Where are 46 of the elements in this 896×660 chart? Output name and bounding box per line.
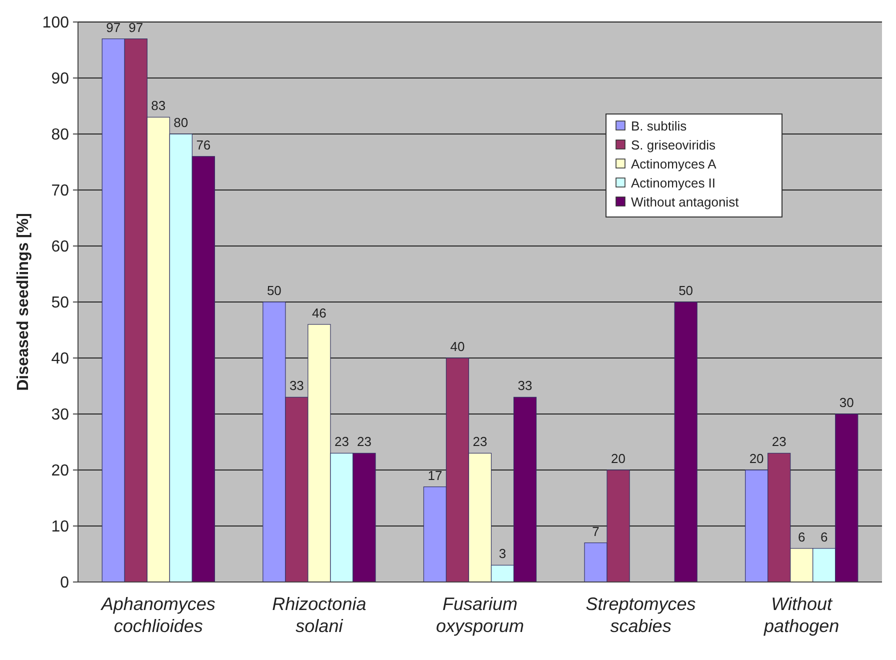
data-label: 6	[798, 529, 806, 544]
data-label: 50	[266, 283, 282, 298]
data-label: 33	[289, 378, 304, 394]
data-label: 97	[128, 20, 144, 35]
data-label: 80	[174, 115, 188, 130]
data-label: 23	[472, 434, 488, 450]
data-label: 97	[106, 20, 121, 35]
data-label: 46	[312, 305, 326, 320]
legend-label: Actinomyces A	[631, 156, 717, 172]
y-tick-label: 30	[51, 406, 70, 424]
data-label: 30	[839, 395, 854, 410]
data-label: 76	[196, 137, 211, 152]
x-tick-label: Without pathogen	[763, 594, 840, 636]
legend-label: B. subtilis	[631, 118, 688, 134]
data-label: 6	[820, 529, 828, 544]
y-axis-title: Diseased seedlings [%]	[15, 213, 32, 391]
y-tick-label: 40	[51, 350, 70, 368]
data-label: 83	[151, 98, 166, 114]
data-label: 7	[592, 524, 600, 539]
data-label: 50	[678, 283, 694, 298]
x-tick-label: Rhizoctonia solani	[272, 594, 366, 636]
y-tick-label: 100	[42, 14, 70, 32]
data-label: 20	[611, 451, 626, 466]
data-label: 23	[334, 434, 349, 450]
data-label: 23	[772, 434, 786, 450]
x-tick-label: Streptomyces scabies	[586, 594, 696, 636]
data-label: 20	[749, 451, 764, 466]
bar	[674, 302, 698, 582]
legend-label: S. griseoviridis	[631, 138, 716, 153]
legend-label: Actinomyces II	[631, 176, 716, 191]
data-label: 33	[518, 378, 532, 394]
x-tick-label: Fusarium oxysporum	[436, 594, 524, 636]
y-tick-label: 80	[51, 126, 70, 144]
x-tick-label: Aphanomyces cochlioides	[100, 594, 216, 636]
data-label: 40	[450, 339, 465, 354]
data-label: 17	[428, 468, 442, 483]
data-label: 23	[356, 434, 372, 450]
y-tick-label: 70	[51, 182, 70, 200]
y-tick-label: 10	[51, 518, 70, 536]
y-tick-label: 90	[51, 70, 70, 88]
y-tick-label: 60	[51, 238, 70, 256]
y-tick-label: 50	[51, 294, 70, 312]
y-tick-label: 20	[51, 462, 70, 480]
data-label: 3	[498, 546, 506, 562]
legend-label: Without antagonist	[631, 194, 740, 210]
y-tick-label: 0	[60, 574, 70, 592]
